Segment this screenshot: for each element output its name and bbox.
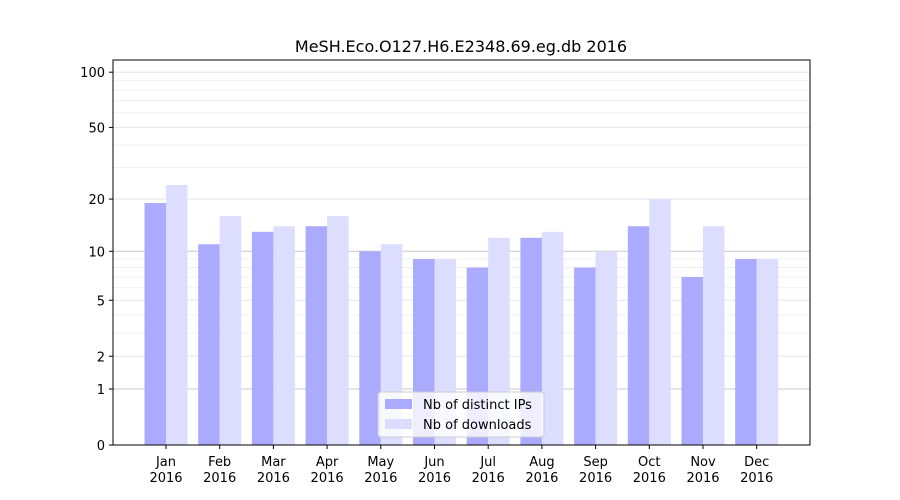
x-tick-label: Mar 2016 [257, 455, 290, 486]
y-tick-label: 10 [88, 245, 105, 260]
bar-downloads [649, 199, 671, 445]
bar-ips [681, 277, 703, 445]
y-tick-label: 50 [88, 121, 105, 136]
bar-ips [735, 259, 757, 445]
y-tick-label: 2 [97, 350, 105, 365]
bar-ips [251, 231, 274, 445]
y-tick-label: 100 [80, 66, 105, 81]
y-tick-label: 20 [88, 193, 105, 208]
x-tick-label: Nov 2016 [686, 455, 719, 486]
legend-swatch [385, 399, 412, 409]
chart-title: MeSH.Eco.O127.H6.E2348.69.eg.db 2016 [295, 37, 627, 56]
legend-box [377, 391, 545, 438]
bar-ips [359, 251, 381, 445]
x-tick-label: Jun 2016 [418, 455, 451, 486]
x-tick-label: May 2016 [364, 455, 397, 486]
bar-ips [574, 267, 596, 445]
x-tick-label: Feb 2016 [203, 455, 236, 486]
bar-downloads [166, 184, 188, 445]
x-tick-label: Jul 2016 [472, 455, 505, 486]
plot-frame [112, 59, 811, 446]
y-tick-label: 5 [97, 294, 105, 309]
bar-downloads [703, 226, 725, 445]
y-tick-label: 0 [97, 439, 105, 454]
bar-ips [305, 226, 328, 445]
x-tick-label: Aug 2016 [525, 455, 558, 486]
bar-downloads [595, 251, 618, 445]
legend-label: Nb of downloads [423, 418, 532, 433]
x-tick-label: Apr 2016 [311, 455, 344, 486]
legend-label: Nb of distinct IPs [423, 398, 532, 413]
bar-downloads [756, 259, 779, 445]
bar-downloads [541, 231, 564, 445]
bar-downloads [273, 226, 295, 445]
y-tick-label: 1 [97, 383, 105, 398]
legend-swatch [385, 419, 412, 429]
x-tick-label: Oct 2016 [633, 455, 666, 486]
x-tick-label: Jan 2016 [149, 455, 182, 486]
bar-ips [627, 226, 650, 445]
bar-downloads [219, 216, 242, 445]
bar-ips [198, 244, 220, 445]
bar-downloads [327, 216, 349, 445]
x-tick-label: Sep 2016 [579, 455, 612, 486]
bar-ips [144, 203, 166, 445]
x-tick-label: Dec 2016 [740, 455, 773, 486]
